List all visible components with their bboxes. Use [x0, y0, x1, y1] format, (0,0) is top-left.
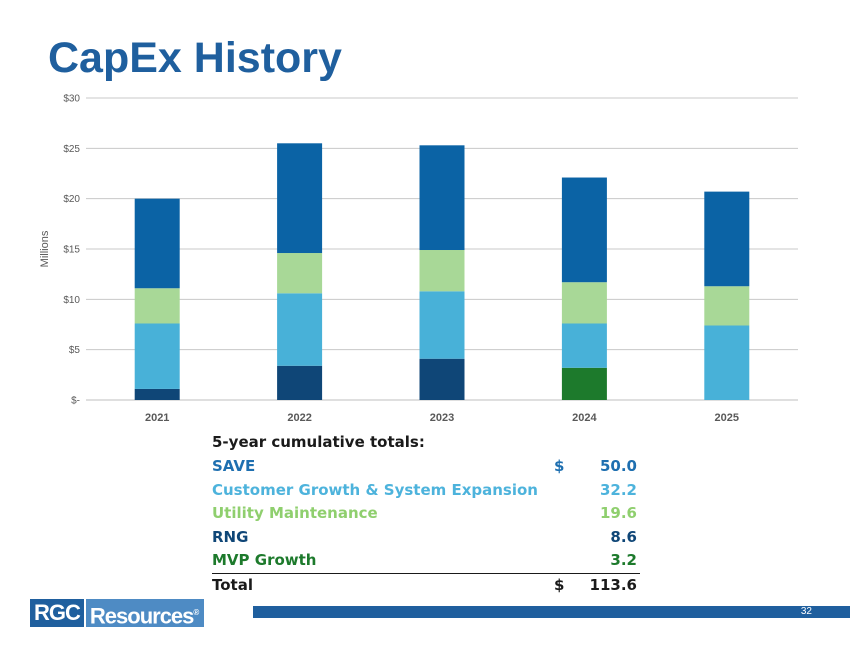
bar-segment [277, 143, 323, 254]
row-amount: 3.2 [610, 551, 637, 569]
bar-segment [561, 177, 607, 283]
bar-segment [561, 367, 607, 400]
bar-segment [704, 286, 750, 326]
y-axis-label: Millions [39, 230, 51, 267]
totals-row-utility-maintenance: Utility Maintenance 19.6 [212, 502, 640, 526]
bar-segment [134, 323, 180, 389]
bar-segment [419, 145, 465, 251]
y-tick-label: $10 [63, 295, 80, 306]
row-label: Customer Growth & System Expansion [212, 480, 538, 499]
x-tick-label: 2022 [287, 412, 311, 424]
cumulative-totals-table: 5-year cumulative totals: SAVE $ 50.0 Cu… [212, 430, 640, 597]
capex-stacked-bar-chart: $- $5 $10 $15 $20 $25 $30 Millions 2021 2022 2023 2… [39, 94, 798, 424]
row-label: MVP Growth [212, 551, 317, 569]
row-amount: 19.6 [599, 504, 637, 522]
totals-row-rng: RNG 8.6 [212, 526, 640, 550]
totals-row-save: SAVE $ 50.0 [212, 455, 640, 479]
row-amount: 113.6 [589, 575, 637, 594]
logo-resources-text: Resources [89, 603, 195, 629]
row-label: Utility Maintenance [212, 504, 378, 522]
row-currency: $ [554, 575, 565, 594]
bar-segment [419, 250, 465, 292]
x-tick-label: 2025 [715, 412, 739, 424]
totals-row-customer-growth: Customer Growth & System Expansion 32.2 [212, 479, 640, 503]
y-tick-label: $25 [63, 144, 80, 155]
logo-resources: Resources® [85, 599, 205, 629]
bar-segment [561, 282, 607, 324]
rgc-resources-logo: RGC Resources® [30, 599, 205, 629]
row-amount: 50.0 [599, 457, 637, 475]
bar-segment [704, 325, 750, 400]
row-amount: 8.6 [610, 527, 637, 546]
page-number: 32 [800, 606, 812, 617]
x-tick-label: 2021 [145, 412, 169, 424]
y-tick-label: $5 [69, 345, 81, 356]
y-tick-label: $30 [63, 94, 80, 105]
bar-segment [134, 198, 180, 289]
bar-segment [134, 288, 180, 324]
row-label: RNG [212, 527, 249, 546]
row-amount: 32.2 [599, 480, 637, 499]
totals-row-mvp-growth: MVP Growth 3.2 [212, 549, 640, 573]
y-tick-label: $15 [63, 245, 80, 256]
bar-segment [277, 253, 323, 294]
x-tick-label: 2023 [430, 412, 454, 424]
bar-segment [277, 365, 323, 400]
y-tick-label: $- [71, 396, 80, 407]
bar-segment [561, 323, 607, 368]
bar-segment [419, 291, 465, 359]
bar-segment [277, 293, 323, 366]
row-label: Total [212, 575, 253, 594]
slide-title: CapEx History [48, 34, 342, 82]
bar-segment [704, 191, 750, 287]
logo-rgc: RGC [30, 599, 84, 627]
row-label: SAVE [212, 457, 256, 475]
bar-segment [134, 388, 180, 400]
bar-segment [419, 358, 465, 400]
x-tick-label: 2024 [572, 412, 597, 424]
totals-heading: 5-year cumulative totals: [212, 433, 425, 451]
totals-row-total: Total $ 113.6 [212, 572, 640, 598]
row-currency: $ [554, 457, 565, 475]
y-tick-label: $20 [63, 194, 80, 205]
footer-bar [253, 606, 850, 618]
